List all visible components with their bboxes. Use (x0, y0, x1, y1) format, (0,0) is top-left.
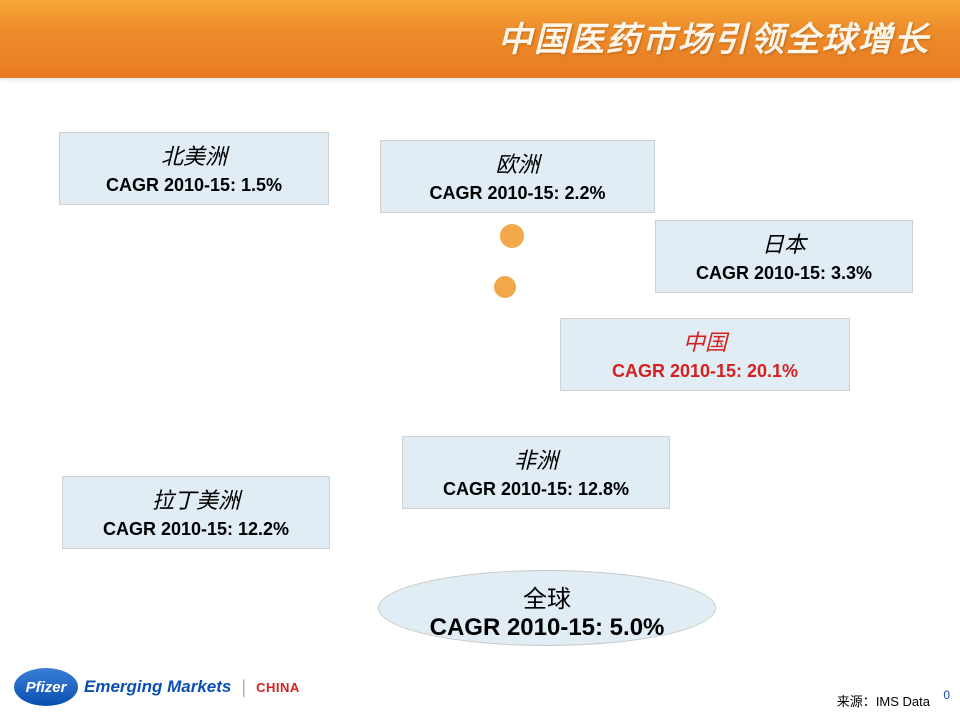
global-name: 全球 (379, 579, 715, 614)
decorative-dot-1 (494, 276, 516, 298)
region-name: 欧洲 (389, 147, 646, 179)
decorative-dot-0 (500, 224, 524, 248)
region-cagr: CAGR 2010-15: 12.2% (71, 519, 321, 540)
region-box-africa: 非洲 CAGR 2010-15: 12.8% (402, 436, 670, 509)
region-name: 拉丁美洲 (71, 483, 321, 515)
region-cagr: CAGR 2010-15: 1.5% (68, 175, 320, 196)
separator: | (241, 677, 246, 698)
emerging-markets-text: Emerging Markets (84, 677, 231, 697)
region-name: 北美洲 (68, 139, 320, 171)
region-cagr: CAGR 2010-15: 2.2% (389, 183, 646, 204)
region-cagr: CAGR 2010-15: 20.1% (569, 361, 841, 382)
region-name: 非洲 (411, 443, 661, 475)
region-box-latin-america: 拉丁美洲 CAGR 2010-15: 12.2% (62, 476, 330, 549)
pfizer-text: Pfizer (26, 679, 67, 696)
source-label: 来源： (837, 694, 876, 709)
source-citation: 来源：IMS Data (837, 691, 930, 710)
region-box-north-america: 北美洲 CAGR 2010-15: 1.5% (59, 132, 329, 205)
slide-title: 中国医药市场引领全球增长 (498, 12, 930, 61)
region-name: 日本 (664, 227, 904, 259)
content-canvas: 北美洲 CAGR 2010-15: 1.5% 欧洲 CAGR 2010-15: 2.2… (0, 78, 960, 720)
region-name: 中国 (569, 325, 841, 357)
page-number: 0 (943, 688, 950, 702)
china-text: CHINA (256, 680, 300, 695)
title-bar: 中国医药市场引领全球增长 (0, 0, 960, 78)
region-box-europe: 欧洲 CAGR 2010-15: 2.2% (380, 140, 655, 213)
region-box-japan: 日本 CAGR 2010-15: 3.3% (655, 220, 913, 293)
region-cagr: CAGR 2010-15: 12.8% (411, 479, 661, 500)
region-box-china: 中国 CAGR 2010-15: 20.1% (560, 318, 850, 391)
global-oval: 全球 CAGR 2010-15: 5.0% (378, 570, 716, 646)
source-value: IMS Data (876, 694, 930, 709)
region-cagr: CAGR 2010-15: 3.3% (664, 263, 904, 284)
pfizer-logo: Pfizer (14, 668, 78, 706)
footer-logo: Pfizer Emerging Markets | CHINA (14, 668, 300, 706)
global-cagr: CAGR 2010-15: 5.0% (379, 614, 715, 642)
